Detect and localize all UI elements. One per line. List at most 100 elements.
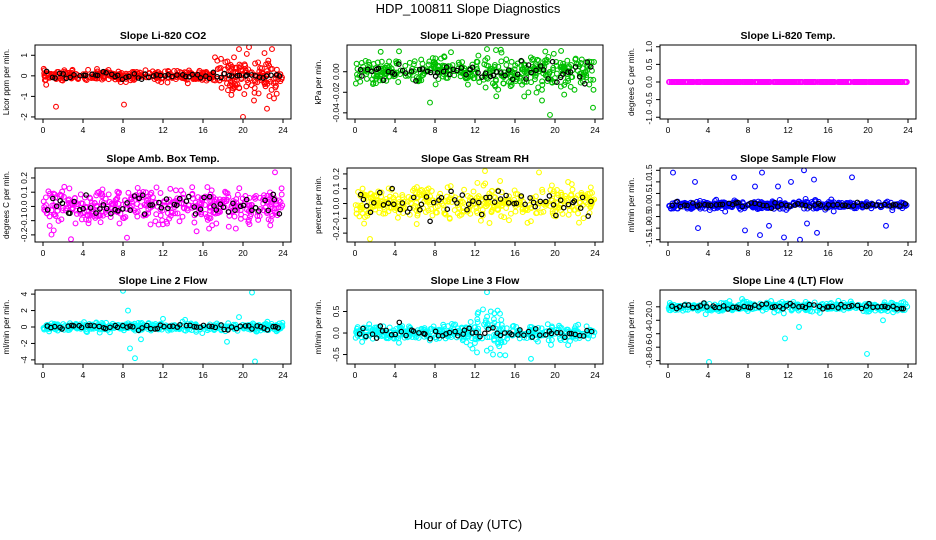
data-point xyxy=(430,58,437,65)
data-point xyxy=(567,83,574,90)
data-point xyxy=(383,77,390,84)
data-point xyxy=(265,60,272,67)
data-point xyxy=(65,197,72,204)
reference-point xyxy=(463,71,469,78)
reference-point xyxy=(858,305,865,312)
y-tick-label: -1 xyxy=(19,92,29,100)
x-tick-label: 24 xyxy=(278,125,288,135)
reference-point xyxy=(694,304,701,311)
data-point xyxy=(98,319,105,326)
reference-point xyxy=(713,202,720,208)
data-point xyxy=(562,79,569,86)
data-point xyxy=(572,56,579,63)
data-point xyxy=(490,316,497,323)
panel-title: Slope Li-820 CO2 xyxy=(120,30,207,42)
panel-title: Slope Gas Stream RH xyxy=(421,153,529,165)
y-tick-label: 0 xyxy=(19,73,29,78)
reference-point xyxy=(209,323,215,330)
panel-2: Slope Li-820 Pressure kPa per min. 0 4 8 12 16… xyxy=(314,30,604,135)
reference-point xyxy=(59,326,65,332)
reference-point xyxy=(234,72,241,79)
x-tick-label: 12 xyxy=(783,125,793,135)
data-point xyxy=(430,323,437,330)
data-point xyxy=(545,53,552,60)
y-tick-label: -0.1 xyxy=(19,213,29,228)
x-tick-label: 4 xyxy=(706,370,711,380)
reference-point xyxy=(87,205,94,211)
reference-point xyxy=(780,305,786,312)
data-point xyxy=(454,210,461,217)
reference-point xyxy=(561,334,568,341)
data-point xyxy=(508,58,515,65)
point-layer xyxy=(352,168,598,242)
reference-point xyxy=(126,73,132,80)
data-point xyxy=(476,202,483,209)
data-point xyxy=(519,206,526,213)
data-point xyxy=(590,86,597,93)
data-point xyxy=(381,332,388,339)
data-point xyxy=(150,194,156,201)
reference-point xyxy=(357,191,364,198)
data-point xyxy=(474,319,481,326)
data-point xyxy=(763,304,769,311)
data-point xyxy=(729,79,736,85)
data-point xyxy=(503,325,510,332)
x-tick-label: 24 xyxy=(590,125,600,135)
data-point xyxy=(512,208,519,215)
data-point xyxy=(279,322,286,329)
data-point xyxy=(493,93,500,100)
data-point xyxy=(720,79,727,85)
reference-point xyxy=(142,71,149,77)
outlier-point xyxy=(264,105,270,112)
data-point xyxy=(73,207,79,214)
data-point xyxy=(97,219,104,226)
data-point xyxy=(143,197,150,204)
data-point xyxy=(523,73,530,80)
data-point xyxy=(501,214,508,221)
data-point xyxy=(759,79,766,85)
reference-point xyxy=(262,197,268,204)
outlier-point xyxy=(125,307,131,314)
data-point xyxy=(419,71,426,78)
reference-point xyxy=(518,57,525,64)
data-point xyxy=(502,352,509,359)
data-point xyxy=(374,59,381,66)
outlier-point xyxy=(757,232,763,239)
reference-point xyxy=(835,305,842,311)
x-tick-label: 8 xyxy=(433,370,438,380)
reference-point xyxy=(146,74,152,81)
data-point xyxy=(486,220,493,226)
outlier-point xyxy=(127,345,133,352)
reference-point xyxy=(845,203,852,210)
reference-point xyxy=(465,201,472,208)
data-point xyxy=(475,75,482,82)
y-tick-label: 0.1 xyxy=(19,186,29,198)
reference-point xyxy=(481,330,488,337)
data-point xyxy=(414,194,421,201)
data-point xyxy=(514,60,521,67)
data-point xyxy=(202,210,209,217)
data-point xyxy=(539,186,546,193)
reference-point xyxy=(390,201,397,208)
data-point xyxy=(484,334,491,341)
reference-point xyxy=(271,196,278,203)
x-tick-label: 8 xyxy=(746,248,751,258)
reference-point xyxy=(53,203,60,210)
data-point xyxy=(537,209,544,216)
outlier-point xyxy=(160,315,166,322)
reference-point xyxy=(89,71,95,78)
x-tick-label: 24 xyxy=(278,370,288,380)
reference-point xyxy=(127,323,133,330)
y-tick-label: 0 xyxy=(19,324,29,329)
reference-point xyxy=(221,70,228,77)
outlier-point xyxy=(883,222,889,229)
y-tick-label: 0.0 xyxy=(644,76,654,88)
data-point xyxy=(522,207,529,213)
reference-point xyxy=(108,210,114,217)
reference-point xyxy=(141,211,148,217)
reference-point xyxy=(884,304,891,311)
outlier-point xyxy=(742,227,748,234)
reference-point xyxy=(697,303,704,309)
outlier-point xyxy=(804,220,810,227)
reference-point xyxy=(144,322,150,329)
